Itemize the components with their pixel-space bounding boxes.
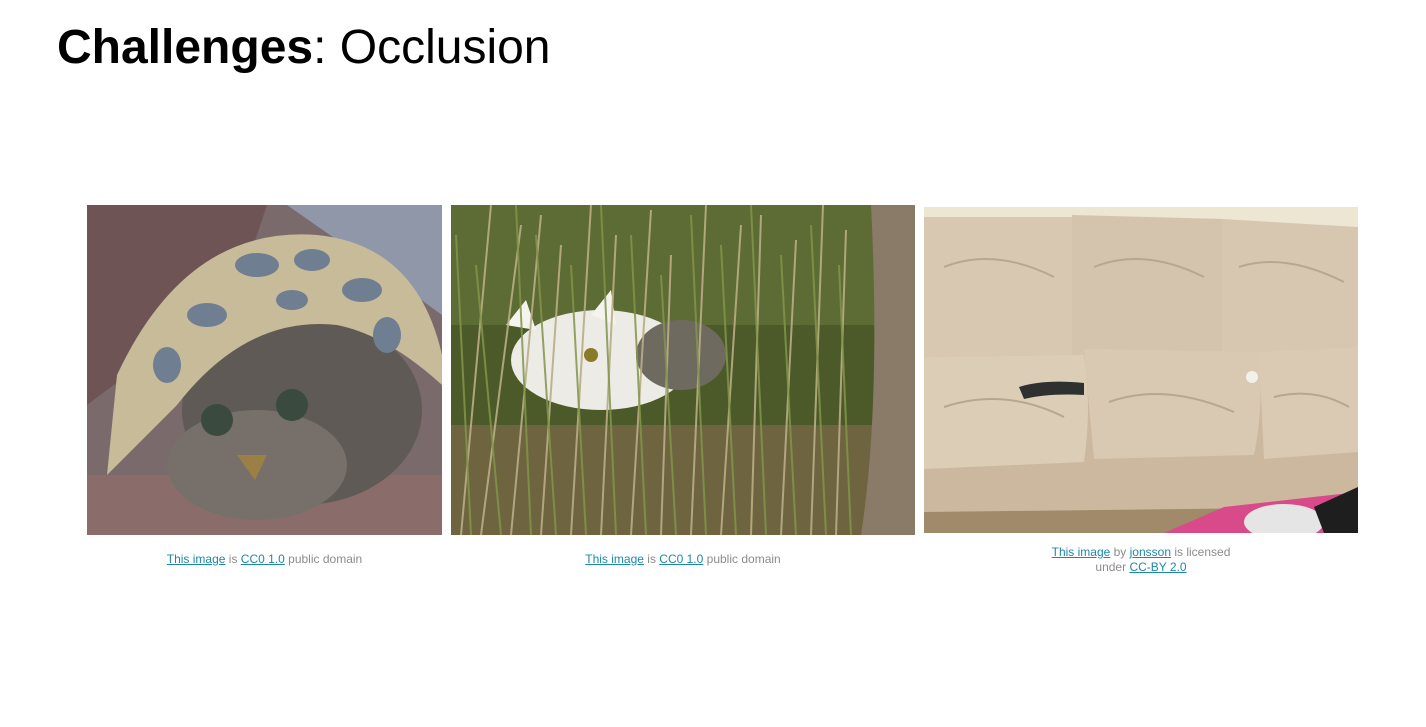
cat-in-tall-grass-photo — [451, 205, 915, 535]
image-source-link-2[interactable]: This image — [585, 552, 644, 566]
slide-title-bold: Challenges — [57, 21, 314, 74]
license-link-2[interactable]: CC0 1.0 — [659, 552, 704, 566]
slide-title-rest: : Occlusion — [313, 21, 551, 74]
image-source-link-3[interactable]: This image — [1051, 545, 1111, 559]
caption-line-3a: This image by jonsson is licensed — [1010, 545, 1272, 560]
caption-text-2b: public domain — [703, 552, 781, 566]
cat-tail-under-couch-cushion-photo — [924, 207, 1358, 533]
caption-text-3c: under — [1095, 560, 1130, 574]
image-source-link-1[interactable]: This image — [166, 552, 226, 566]
author-link-3[interactable]: jonsson — [1129, 545, 1172, 559]
caption-text-3a: by — [1110, 545, 1130, 559]
caption-text-1a: is — [225, 552, 241, 566]
slide-title: Challenges: Occlusion — [57, 18, 551, 78]
image-credit-caption-2: This image is CC0 1.0 public domain — [451, 552, 915, 567]
caption-text-2a: is — [643, 552, 660, 566]
image-credit-caption-3: This image by jonsson is licensed under … — [1010, 545, 1272, 575]
cat-under-blanket-photo — [87, 205, 442, 535]
image-credit-caption-1: This image is CC0 1.0 public domain — [87, 552, 442, 567]
caption-line-3b: under CC-BY 2.0 — [1010, 560, 1272, 575]
caption-text-1b: public domain — [284, 552, 363, 566]
caption-text-3b: is licensed — [1171, 545, 1231, 559]
license-link-1[interactable]: CC0 1.0 — [240, 552, 285, 566]
license-link-3[interactable]: CC-BY 2.0 — [1129, 560, 1187, 574]
